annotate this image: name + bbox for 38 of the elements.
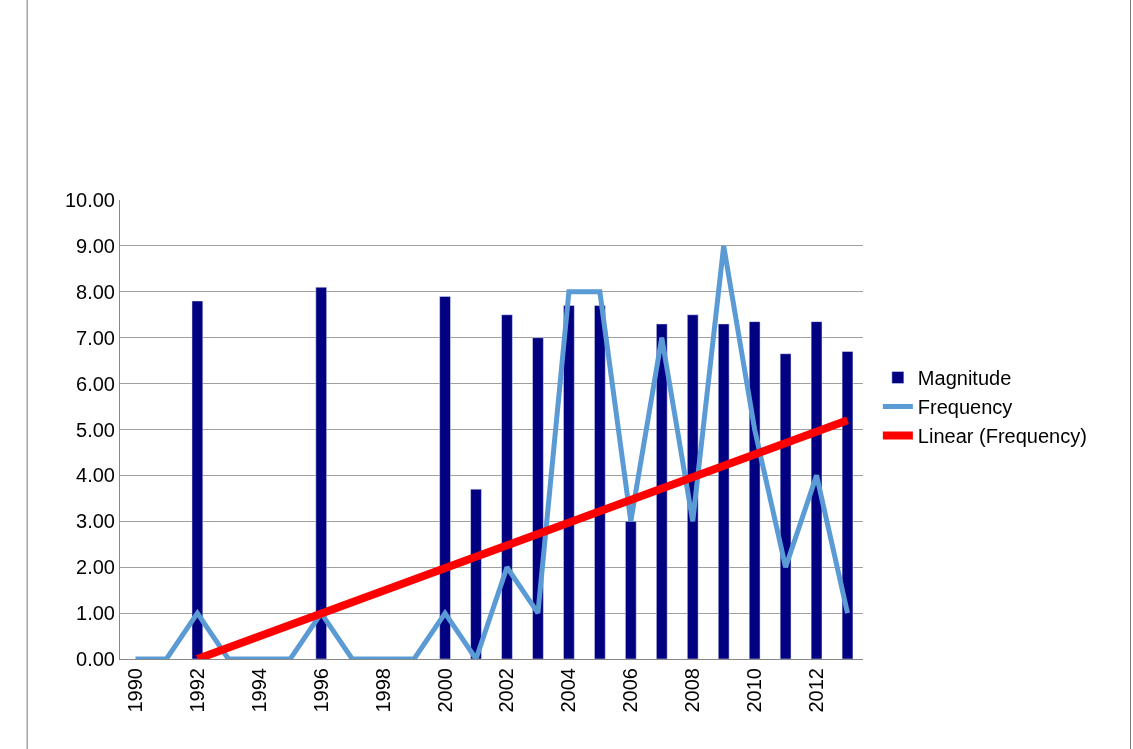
x-tick-label: 2004: [557, 668, 580, 713]
bar: [191, 300, 204, 659]
y-tick-label: 6.00: [76, 372, 115, 395]
y-tick-label: 2.00: [76, 556, 115, 579]
y-tick-label: 7.00: [76, 326, 115, 349]
y-tick-label: 0.00: [76, 648, 115, 670]
x-tick-label: 1992: [185, 668, 208, 713]
bar: [315, 286, 327, 659]
bar: [656, 323, 668, 659]
y-tick-label: 1.00: [76, 602, 115, 625]
bar: [439, 296, 451, 659]
y-tick-label: 8.00: [76, 280, 115, 303]
y-tick-label: 3.00: [76, 510, 115, 533]
bar: [501, 314, 513, 659]
bar: [779, 353, 792, 659]
y-tick-label: 10.00: [64, 189, 115, 211]
x-tick-label: 2010: [743, 668, 766, 713]
x-tick-label: 1998: [371, 668, 394, 713]
y-tick-label: 4.00: [76, 464, 115, 487]
bar: [563, 305, 575, 659]
bar: [810, 321, 823, 659]
x-tick-label: 2012: [805, 668, 828, 713]
x-tick-label: 1996: [309, 668, 332, 713]
y-tick-label: 9.00: [76, 234, 115, 257]
legend-label: Linear (Frequency): [917, 425, 1087, 448]
legend-label: Frequency: [917, 396, 1013, 419]
x-tick-label: 2008: [681, 668, 704, 713]
legend-label: Magnitude: [917, 367, 1012, 390]
x-tick-label: 2000: [433, 668, 456, 713]
y-tick-label: 5.00: [76, 418, 115, 441]
bar: [594, 305, 606, 659]
x-tick-label: 2006: [619, 668, 642, 713]
x-tick-label: 1990: [123, 668, 146, 713]
bar: [718, 323, 730, 659]
x-tick-label: 2002: [495, 668, 518, 713]
bar: [625, 521, 637, 659]
bar: [841, 351, 854, 659]
x-tick-label: 1994: [247, 668, 270, 713]
